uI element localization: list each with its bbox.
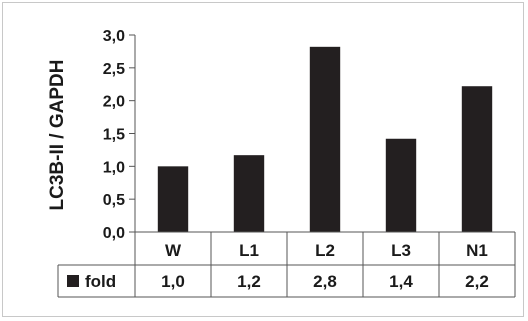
table-value: 1,4 — [389, 272, 413, 291]
data-table: W L1 L2 L3 N1 fold 1,0 1,2 2,8 1,4 2,2 — [57, 231, 516, 298]
y-tick-label: 0,5 — [103, 192, 125, 209]
y-tick-label: 1,0 — [103, 159, 125, 176]
bar-n1 — [461, 86, 493, 232]
bar-w — [157, 166, 189, 232]
y-axis-label: LC3B-II / GAPDH — [47, 60, 68, 211]
category-label: N1 — [466, 241, 488, 260]
y-tick-label: 1,5 — [103, 127, 125, 144]
y-tick-label: 0,0 — [103, 225, 125, 242]
table-value: 2,8 — [313, 272, 337, 291]
axes: 0,0 0,5 1,0 1,5 2,0 2,5 3,0 — [103, 28, 136, 242]
y-tick-label: 2,0 — [103, 94, 125, 111]
y-tick-label: 2,5 — [103, 61, 125, 78]
category-label: L2 — [315, 241, 335, 260]
table-value: 2,2 — [465, 272, 489, 291]
category-label: W — [165, 241, 182, 260]
table-value: 1,0 — [161, 272, 185, 291]
legend-series-name: fold — [85, 272, 116, 291]
bar-l1 — [233, 155, 265, 232]
chart-frame: LC3B-II / GAPDH 0,0 0,5 1,0 1,5 2,0 2,5 3,0 W L… — [2, 2, 524, 317]
category-label: L3 — [391, 241, 411, 260]
y-tick-label: 3,0 — [103, 28, 125, 45]
chart: LC3B-II / GAPDH 0,0 0,5 1,0 1,5 2,0 2,5 3,0 W L… — [47, 28, 516, 298]
category-label: L1 — [239, 241, 259, 260]
bar-l2 — [309, 46, 341, 232]
legend-key — [67, 275, 79, 287]
bars — [157, 46, 493, 232]
bar-l3 — [385, 138, 417, 232]
table-value: 1,2 — [237, 272, 261, 291]
